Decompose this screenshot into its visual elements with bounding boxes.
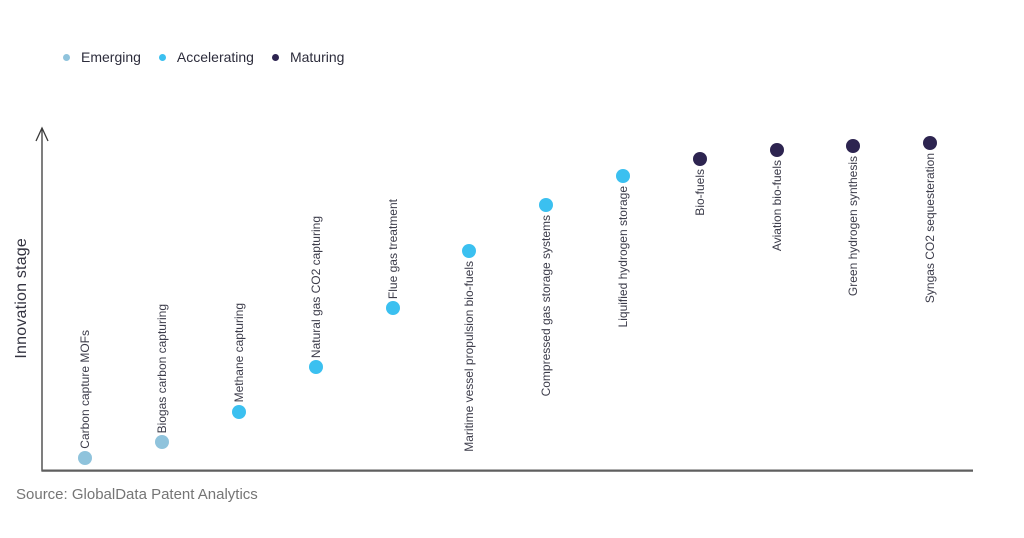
legend-dot-emerging-icon [63, 53, 70, 61]
legend-dot-accelerating-icon [158, 53, 166, 61]
data-point-dot [615, 168, 630, 183]
source-note: Source: GlobalData Patent Analytics [16, 486, 258, 503]
data-point-dot [155, 434, 170, 449]
data-point-dot [231, 404, 246, 419]
data-point-label: Carbon capture MOFs [78, 330, 93, 450]
data-point-label: Natural gas CO2 capturing [308, 215, 323, 359]
data-point-dot [385, 300, 400, 315]
data-point-label: Methane capturing [231, 303, 246, 403]
data-point-label: Bio-fuels [692, 169, 707, 216]
legend-item-emerging: Emerging [63, 49, 141, 65]
data-point-dot [539, 197, 554, 212]
legend-item-accelerating: Accelerating [158, 49, 254, 65]
legend-dot-maturing-icon [271, 53, 279, 61]
data-point-dot [769, 142, 784, 157]
y-axis-arrow-icon [35, 126, 49, 142]
data-point-label: Liquified hydrogen storage [615, 185, 630, 328]
chart-legend: Emerging Accelerating Maturing [63, 49, 344, 65]
legend-label-emerging: Emerging [81, 49, 141, 65]
data-point-dot [78, 451, 93, 466]
data-point-label: Maritime vessel propulsion bio-fuels [462, 261, 477, 452]
data-point-dot [308, 360, 323, 375]
data-point-label: Aviation bio-fuels [769, 159, 784, 252]
data-point-label: Compressed gas storage systems [539, 214, 554, 397]
data-point-label: Flue gas treatment [385, 198, 400, 299]
legend-label-accelerating: Accelerating [176, 49, 254, 65]
legend-item-maturing: Maturing [271, 49, 345, 65]
data-point-dot [692, 152, 707, 167]
data-point-dot [462, 244, 477, 259]
legend-label-maturing: Maturing [289, 49, 345, 65]
data-point-label: Green hydrogen synthesis [846, 156, 861, 297]
data-point-label: Biogas carbon capturing [155, 303, 170, 433]
data-point-label: Syngas CO2 sequesteration [923, 153, 938, 304]
data-point-dot [923, 136, 938, 151]
data-point-dot [846, 139, 861, 154]
